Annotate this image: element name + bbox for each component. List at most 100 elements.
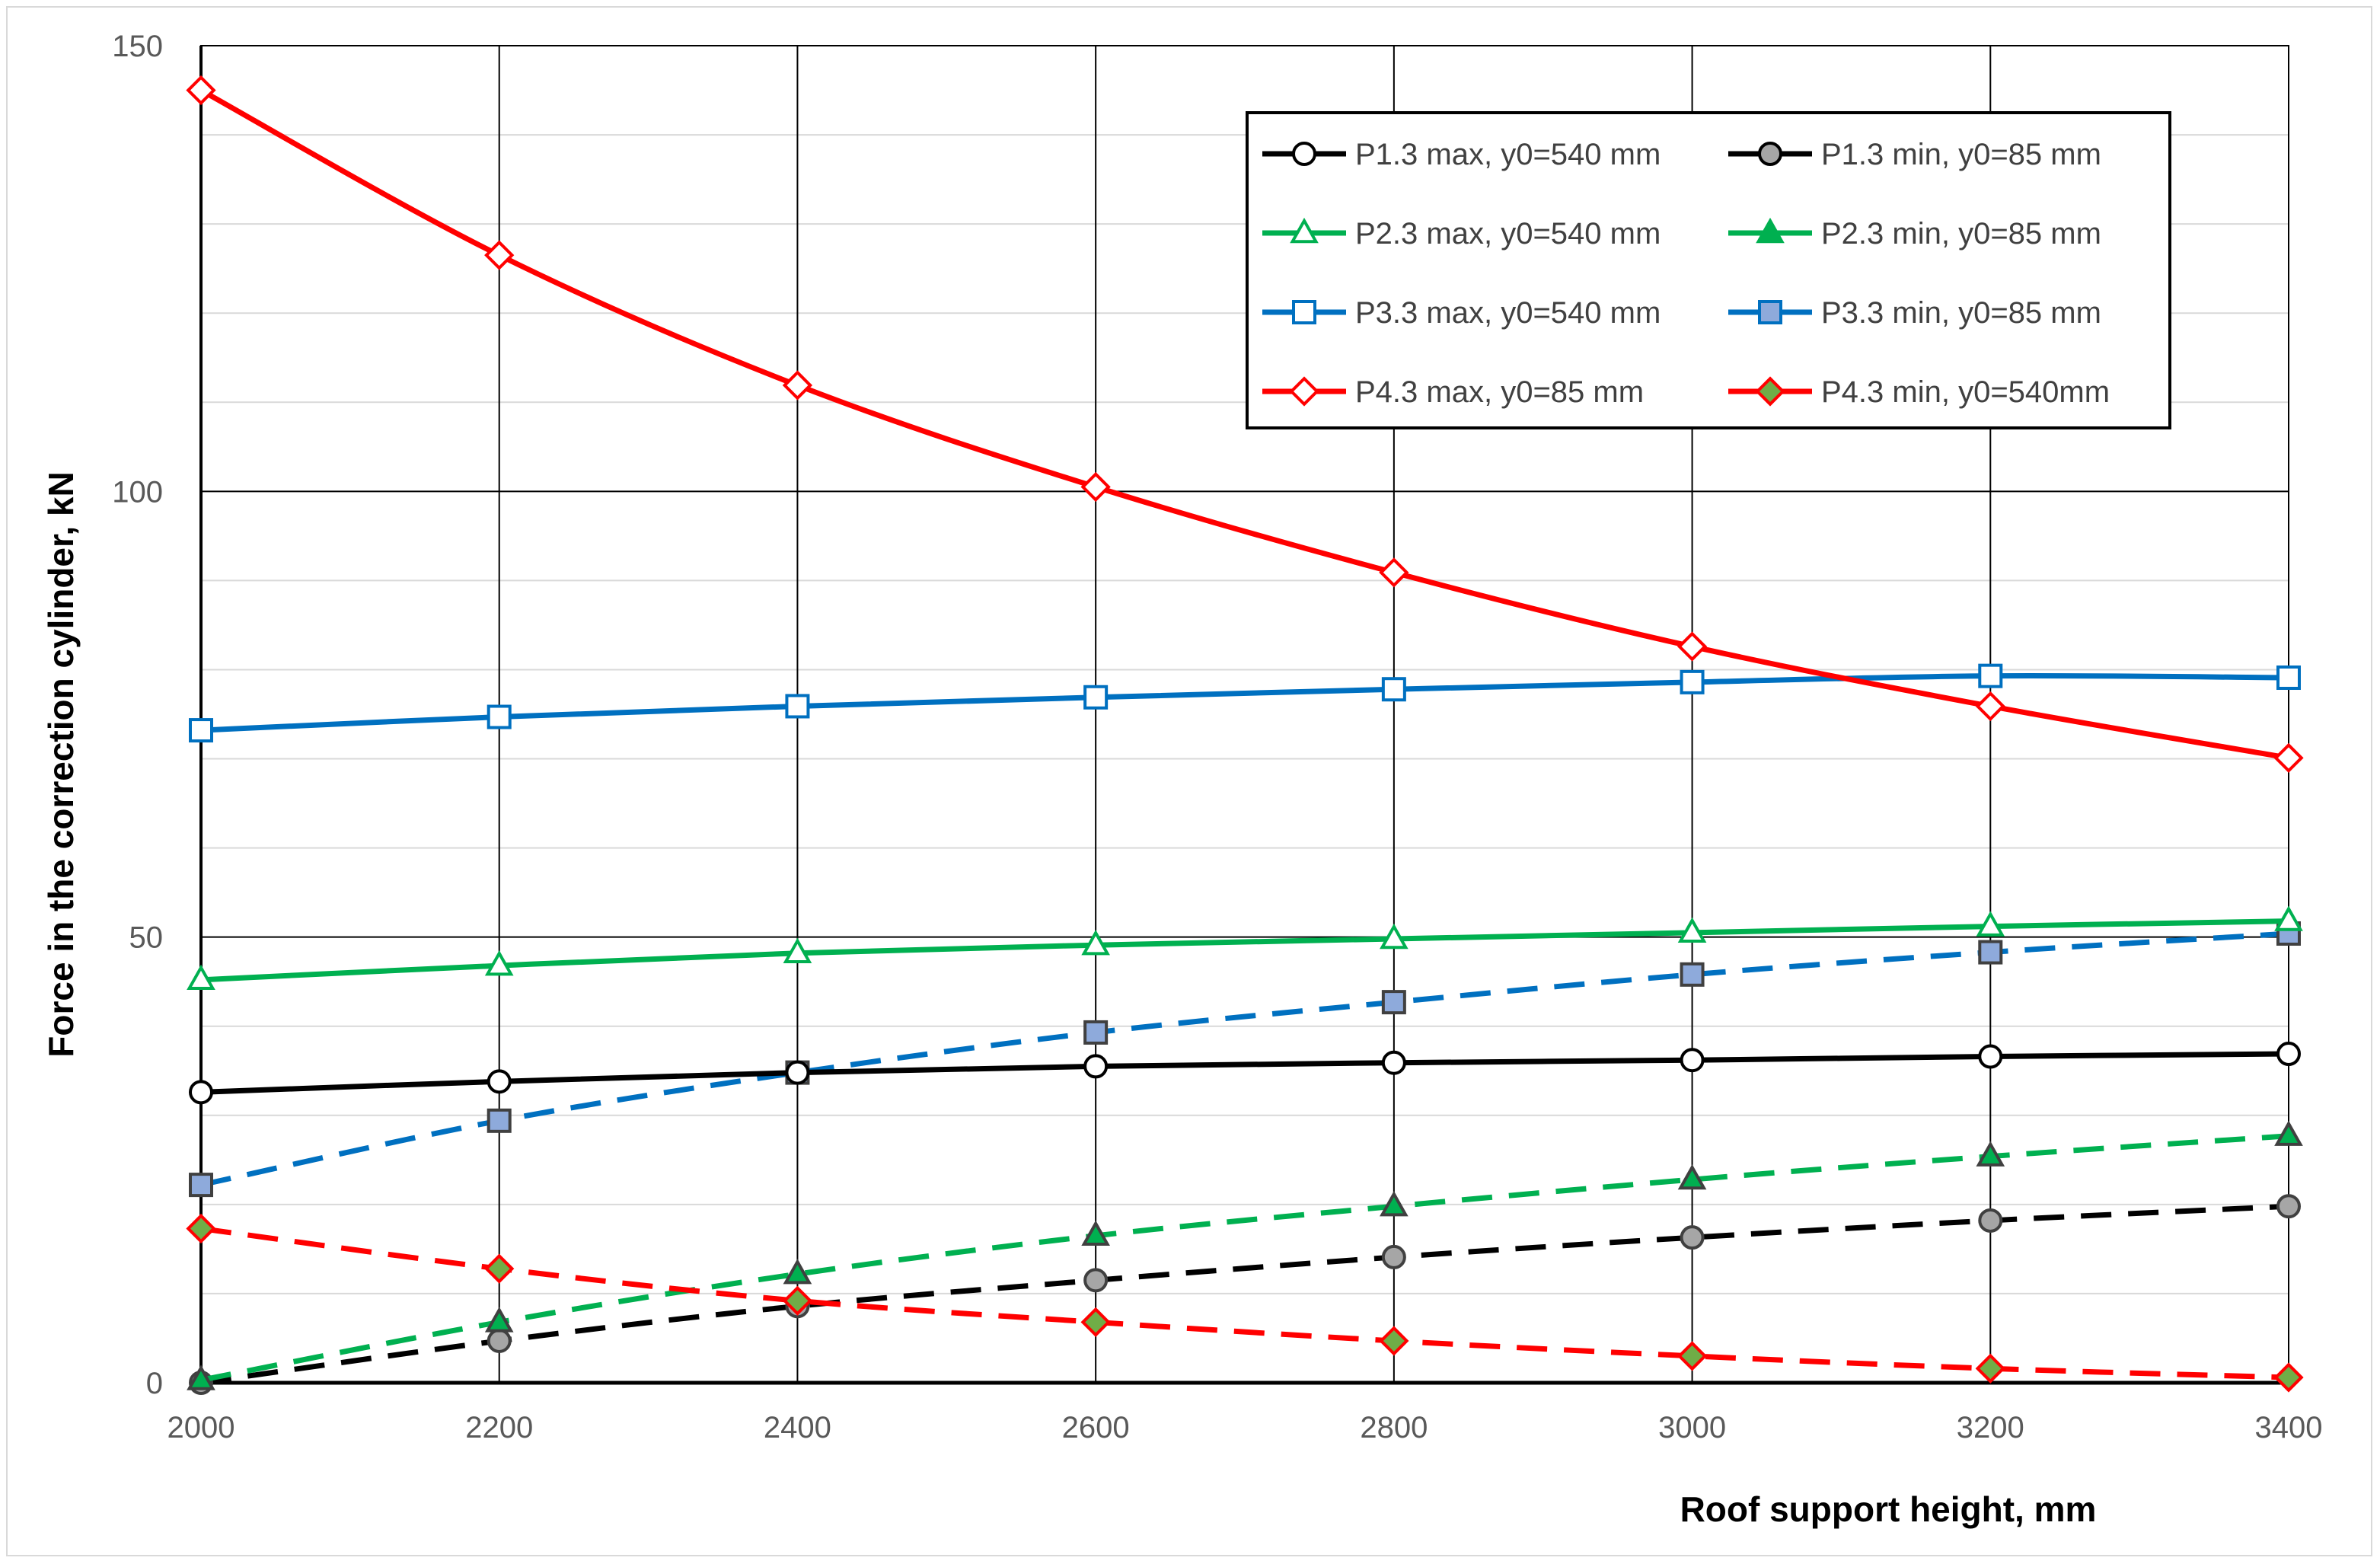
- legend-marker: [1758, 142, 1782, 166]
- data-point: [1677, 917, 1707, 943]
- data-point: [186, 75, 216, 106]
- legend-marker: [1292, 142, 1316, 166]
- legend-item: P2.3 min, y0=85 mm: [1728, 217, 2101, 251]
- data-point: [1083, 1020, 1109, 1045]
- data-point: [1381, 990, 1406, 1015]
- data-point: [1677, 1163, 1707, 1190]
- data-point: [1677, 1341, 1708, 1371]
- data-point: [487, 1108, 512, 1133]
- chart-frame: [6, 6, 2372, 1556]
- data-point: [2276, 665, 2301, 691]
- data-point: [1677, 631, 1708, 662]
- series-line: [200, 918, 2289, 983]
- x-tick-label: 2600: [1062, 1411, 1130, 1444]
- data-point: [2276, 1194, 2301, 1219]
- data-point: [1978, 663, 2003, 688]
- legend-marker: [1289, 376, 1319, 407]
- series-6: [186, 75, 2304, 773]
- legend-item: P1.3 max, y0=540 mm: [1262, 138, 1661, 171]
- series-line: [200, 1203, 2289, 1386]
- legend-label: P4.3 max, y0=85 mm: [1355, 375, 1644, 409]
- data-point: [487, 1328, 512, 1353]
- series-line: [200, 1133, 2289, 1383]
- series-group: [186, 75, 2304, 1395]
- x-axis-title: Roof support height, mm: [1680, 1489, 2097, 1529]
- data-point: [487, 704, 512, 729]
- data-point: [1083, 1268, 1109, 1293]
- series-3: [187, 1120, 2303, 1390]
- series-7: [186, 1213, 2304, 1393]
- series-line: [200, 930, 2289, 1188]
- data-point: [785, 1060, 810, 1085]
- legend-marker: [1290, 217, 1319, 244]
- data-point: [1381, 1244, 1406, 1269]
- x-tick-label: 3200: [1957, 1411, 2024, 1444]
- data-point: [1680, 669, 1705, 694]
- series-line: [200, 1051, 2289, 1095]
- data-point: [1081, 930, 1110, 956]
- data-point: [189, 718, 213, 743]
- data-point: [487, 1069, 512, 1094]
- legend-label: P1.3 max, y0=540 mm: [1355, 138, 1661, 171]
- series-line: [199, 88, 2289, 761]
- x-tick-label: 3000: [1658, 1411, 1726, 1444]
- series-0: [189, 1042, 2301, 1105]
- data-point: [189, 1173, 213, 1198]
- data-point: [1379, 557, 1409, 588]
- data-point: [1080, 471, 1111, 503]
- data-point: [1680, 1048, 1705, 1073]
- data-point: [1381, 1050, 1406, 1075]
- data-point: [1083, 685, 1109, 710]
- data-point: [1680, 1225, 1705, 1250]
- data-point: [186, 1213, 216, 1244]
- y-tick-label: 50: [129, 921, 164, 955]
- data-point: [187, 964, 215, 991]
- legend: P1.3 max, y0=540 mm P1.3 min, y0=85 mm P2.…: [1246, 111, 2171, 429]
- legend-label: P4.3 min, y0=540mm: [1821, 375, 2110, 409]
- x-tick-label: 2400: [764, 1411, 831, 1444]
- data-point: [484, 1253, 515, 1284]
- data-point: [1680, 962, 1705, 987]
- legend-item: P4.3 min, y0=540mm: [1728, 375, 2110, 409]
- data-point: [1978, 940, 2003, 965]
- data-point: [783, 937, 812, 963]
- axes: 0 50 100 150 2000 2200 2400 2600 2800 3000 3200 340…: [112, 30, 2322, 1444]
- x-tick-label: 2200: [465, 1411, 533, 1444]
- data-point: [1080, 1307, 1111, 1338]
- data-point: [189, 1080, 213, 1105]
- x-tick-label: 3400: [2255, 1411, 2323, 1444]
- y-axis-title: Force in the correction cylinder, kN: [41, 471, 81, 1057]
- data-point: [1083, 1054, 1109, 1079]
- legend-label: P2.3 max, y0=540 mm: [1355, 217, 1661, 251]
- legend-item: P3.3 min, y0=85 mm: [1728, 296, 2101, 330]
- data-point: [785, 694, 810, 719]
- data-point: [1975, 691, 2005, 722]
- legend-label: P3.3 min, y0=85 mm: [1821, 296, 2101, 330]
- data-point: [2273, 1362, 2304, 1393]
- data-point: [1081, 1220, 1110, 1246]
- data-point: [1379, 1326, 1409, 1356]
- data-point: [1978, 1044, 2003, 1069]
- data-point: [1976, 1141, 2005, 1167]
- legend-item: P3.3 max, y0=540 mm: [1262, 296, 1661, 330]
- legend-item: P4.3 max, y0=85 mm: [1262, 375, 1644, 409]
- data-point: [2274, 905, 2303, 931]
- legend-item: P1.3 min, y0=85 mm: [1728, 138, 2101, 171]
- legend-box: [1246, 111, 2171, 429]
- data-point: [484, 950, 514, 976]
- y-tick-label: 0: [146, 1367, 163, 1400]
- legend-marker: [1756, 217, 1785, 244]
- series-4: [189, 663, 2301, 743]
- series-1: [189, 1194, 2301, 1395]
- data-point: [782, 1285, 813, 1316]
- data-point: [783, 1259, 812, 1285]
- x-tick-label: 2000: [167, 1411, 235, 1444]
- series-line: [200, 1226, 2289, 1380]
- series-line: [200, 672, 2289, 733]
- legend-marker: [1758, 300, 1782, 324]
- data-point: [2274, 1120, 2303, 1146]
- x-tick-label: 2800: [1360, 1411, 1428, 1444]
- data-point: [2276, 1042, 2301, 1067]
- data-point: [1381, 677, 1406, 702]
